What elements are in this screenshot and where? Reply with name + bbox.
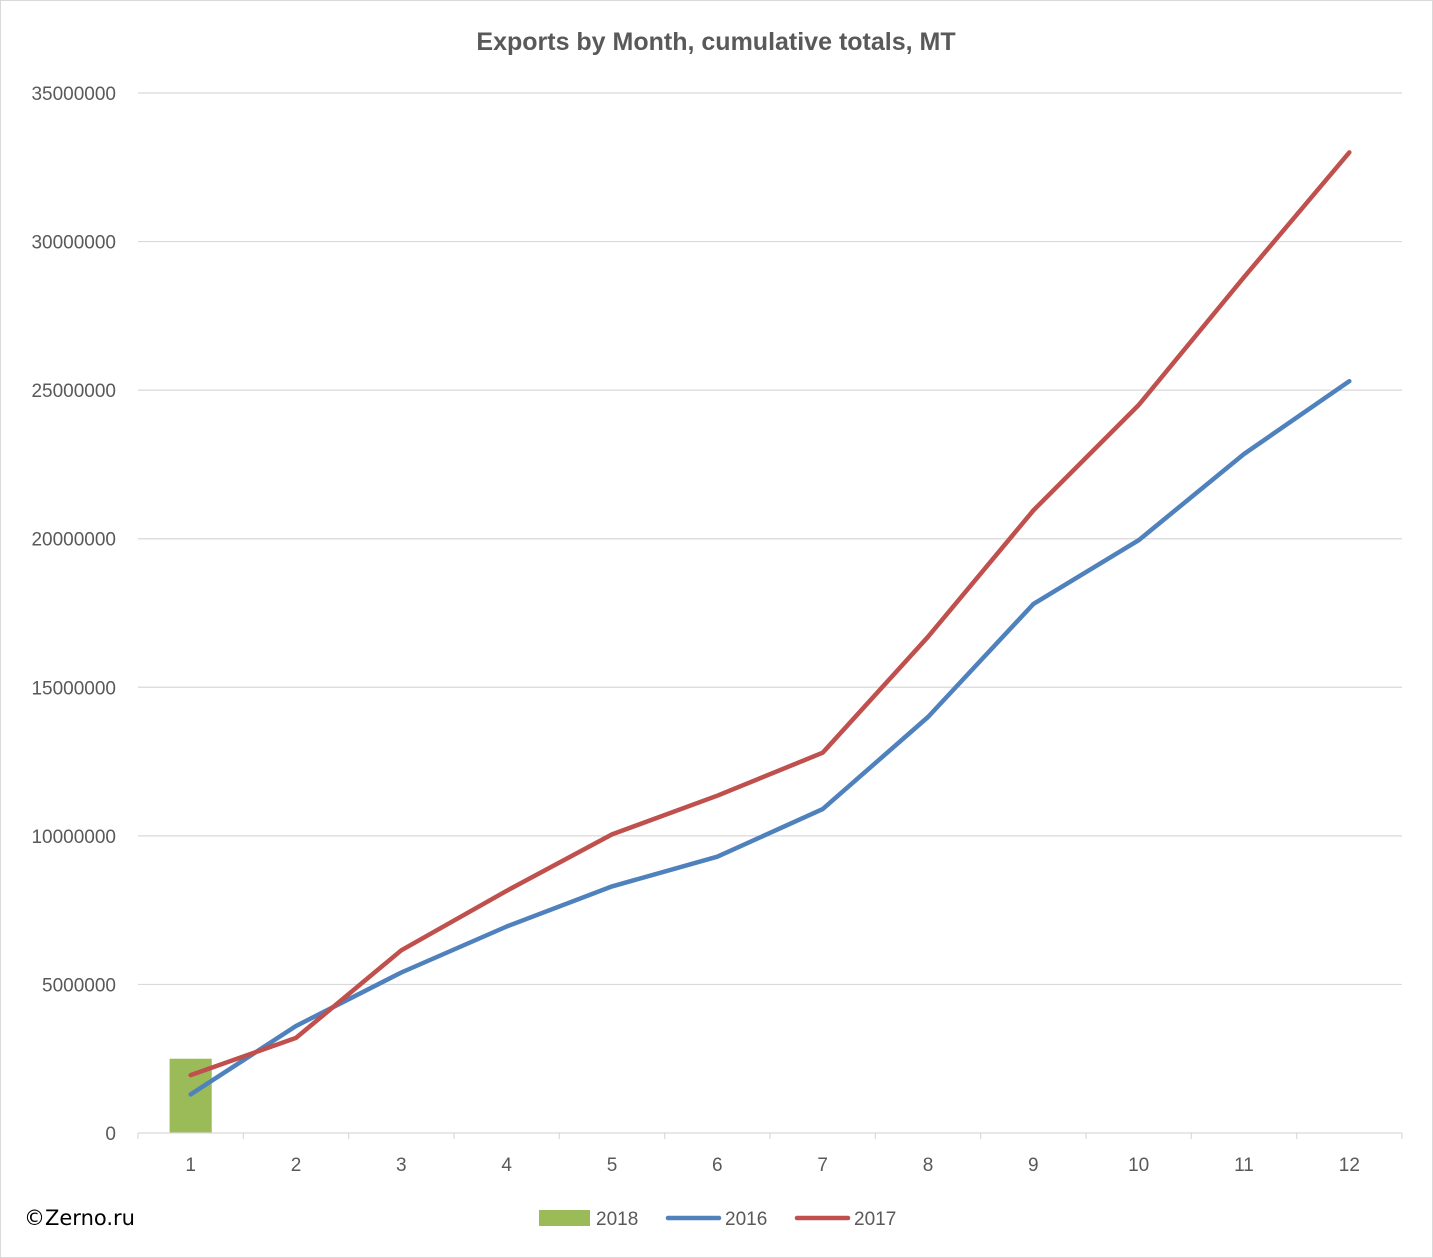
y-tick-label: 15000000 <box>31 678 116 699</box>
line-series-2017 <box>188 150 1352 1078</box>
x-tick-label: 10 <box>1128 1155 1149 1176</box>
x-tick-label: 11 <box>1234 1155 1254 1176</box>
y-tick-label: 10000000 <box>31 827 116 848</box>
legend-swatch-2018 <box>539 1210 590 1226</box>
x-tick-label: 7 <box>817 1155 828 1176</box>
x-tick-label: 8 <box>923 1155 934 1176</box>
line-series-2016 <box>188 378 1352 1097</box>
y-tick-label: 0 <box>105 1124 116 1145</box>
x-tick-label: 9 <box>1028 1155 1039 1176</box>
legend: 2018 2016 2017 <box>539 1209 896 1230</box>
x-axis-tick-labels: 1 2 3 4 5 6 7 8 9 10 11 12 <box>185 1155 1360 1176</box>
legend-label-2018: 2018 <box>596 1209 638 1230</box>
legend-label-2016: 2016 <box>725 1209 767 1230</box>
x-tick-label: 12 <box>1339 1155 1360 1176</box>
x-tick-label: 2 <box>291 1155 302 1176</box>
gridlines <box>138 92 1402 986</box>
y-tick-label: 25000000 <box>31 381 116 402</box>
x-tick-label: 1 <box>185 1155 196 1176</box>
watermark-text: ©Zerno.ru <box>24 1206 135 1230</box>
x-tick-label: 3 <box>396 1155 407 1176</box>
x-tick-label: 4 <box>501 1155 512 1176</box>
chart-title: Exports by Month, cumulative totals, MT <box>476 28 955 56</box>
x-tick-label: 5 <box>607 1155 618 1176</box>
y-axis-tick-labels: 0 5000000 10000000 15000000 20000000 25000000… <box>31 84 116 1145</box>
y-tick-label: 20000000 <box>31 530 116 551</box>
y-tick-label: 35000000 <box>31 84 116 105</box>
y-tick-label: 5000000 <box>42 975 116 996</box>
x-axis <box>137 1132 1403 1139</box>
line-series <box>188 150 1352 1097</box>
x-tick-label: 6 <box>712 1155 723 1176</box>
legend-label-2017: 2017 <box>854 1209 896 1230</box>
y-tick-label: 30000000 <box>31 233 116 254</box>
